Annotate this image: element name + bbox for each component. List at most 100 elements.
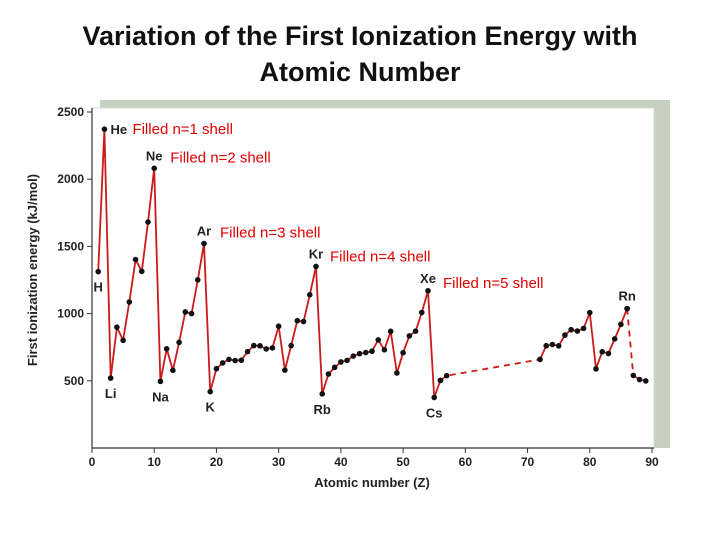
data-point	[418, 309, 425, 316]
data-point	[350, 353, 357, 359]
data-point	[331, 364, 338, 371]
element-label-xe: Xe	[420, 271, 436, 286]
y-axis-label: First ionization energy (kJ/mol)	[25, 174, 40, 366]
y-tick-label: 2500	[57, 105, 84, 119]
x-tick-label: 0	[89, 455, 96, 469]
data-point	[406, 333, 413, 339]
data-point	[263, 346, 270, 352]
data-point	[282, 367, 288, 373]
x-tick-label: 80	[583, 455, 597, 469]
data-point	[219, 360, 226, 366]
data-point	[294, 317, 301, 324]
x-tick-label: 40	[334, 455, 348, 469]
data-point	[369, 348, 375, 355]
data-point	[412, 328, 419, 335]
data-point	[201, 240, 207, 247]
y-tick-label: 1500	[57, 239, 84, 253]
data-point	[568, 326, 574, 333]
data-point	[114, 324, 120, 330]
x-tick-label: 50	[396, 455, 410, 469]
y-tick-label: 1000	[57, 307, 84, 321]
data-point	[138, 268, 145, 275]
data-point	[642, 378, 649, 384]
data-point	[163, 346, 170, 352]
data-point	[605, 350, 612, 357]
data-point	[306, 291, 313, 298]
element-label-na: Na	[152, 389, 169, 404]
data-point	[182, 309, 189, 315]
data-point	[319, 391, 326, 397]
data-point	[611, 336, 618, 342]
data-point	[400, 349, 406, 356]
data-point	[618, 321, 624, 328]
annotation-filled-shell-1: Filled n=1 shell	[132, 121, 232, 138]
x-tick-label: 20	[210, 455, 224, 469]
data-point	[549, 341, 556, 348]
data-point	[624, 305, 630, 312]
data-point	[275, 323, 282, 330]
element-label-rn: Rn	[618, 289, 635, 304]
data-point	[338, 359, 344, 365]
x-tick-label: 60	[459, 455, 473, 469]
data-point	[356, 350, 363, 357]
x-tick-label: 70	[521, 455, 535, 469]
plot-panel	[91, 107, 655, 449]
element-label-li: Li	[105, 386, 117, 401]
annotation-filled-shell-2: Filled n=2 shell	[170, 149, 270, 166]
data-point	[126, 299, 133, 305]
element-label-he: He	[110, 122, 127, 137]
data-point	[325, 371, 332, 377]
data-point	[244, 348, 251, 355]
data-point	[145, 219, 151, 225]
x-axis-label: Atomic number (Z)	[314, 475, 430, 490]
data-point	[188, 310, 195, 317]
data-point	[586, 309, 593, 316]
data-point	[574, 328, 581, 334]
data-point	[120, 337, 126, 344]
y-tick-label: 500	[64, 374, 84, 388]
data-point	[101, 126, 108, 133]
data-point	[580, 325, 587, 332]
data-point	[431, 394, 438, 401]
annotation-filled-shell-4: Filled n=4 shell	[330, 248, 430, 265]
data-point	[288, 342, 294, 349]
data-point	[562, 332, 568, 338]
data-point	[226, 356, 232, 363]
data-point	[437, 377, 444, 384]
chart-title-line-1: Variation of the First Ionization Energy…	[82, 21, 638, 51]
data-point	[362, 349, 369, 356]
data-point	[250, 342, 257, 349]
data-point	[630, 372, 637, 379]
data-point	[543, 342, 550, 349]
data-point	[313, 263, 319, 270]
element-label-kr: Kr	[309, 246, 323, 261]
element-label-k: K	[206, 400, 216, 415]
data-point	[238, 357, 245, 364]
data-point	[170, 367, 176, 374]
data-point	[151, 165, 158, 172]
data-point	[232, 357, 238, 364]
data-point	[207, 388, 214, 395]
data-point	[375, 337, 382, 343]
data-point	[257, 343, 263, 349]
element-label-ne: Ne	[146, 148, 163, 163]
data-point	[107, 375, 114, 381]
data-point	[636, 376, 643, 383]
data-point	[599, 348, 606, 355]
element-label-cs: Cs	[426, 405, 443, 420]
x-tick-label: 10	[148, 455, 162, 469]
annotation-filled-shell-5: Filled n=5 shell	[443, 275, 543, 292]
data-point	[555, 343, 562, 349]
data-point	[381, 346, 388, 353]
data-point	[443, 372, 450, 379]
data-point	[95, 268, 102, 275]
data-point	[537, 356, 543, 363]
data-point	[425, 287, 431, 294]
series-line-4	[626, 308, 646, 382]
data-point	[387, 328, 394, 335]
x-tick-label: 90	[645, 455, 659, 469]
element-label-ar: Ar	[197, 224, 211, 239]
data-point	[593, 366, 599, 372]
data-point	[300, 318, 307, 325]
